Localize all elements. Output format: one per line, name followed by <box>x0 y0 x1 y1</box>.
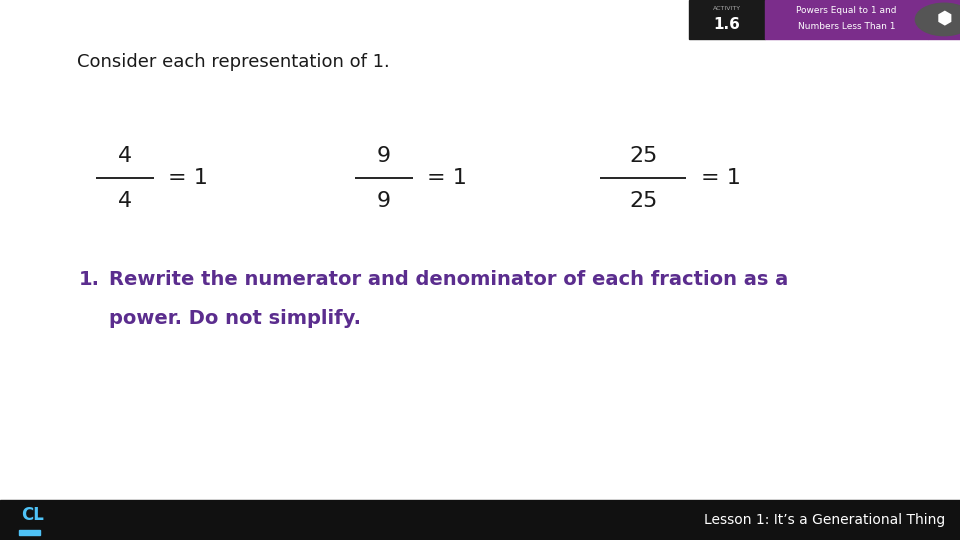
Text: Rewrite the numerator and denominator of each fraction as a: Rewrite the numerator and denominator of… <box>109 270 789 289</box>
Text: Numbers Less Than 1: Numbers Less Than 1 <box>798 22 896 31</box>
Text: CL: CL <box>21 506 44 524</box>
Text: Lesson 1: It’s a Generational Thing: Lesson 1: It’s a Generational Thing <box>705 513 946 526</box>
Text: 25: 25 <box>629 145 658 166</box>
Text: ACTIVITY: ACTIVITY <box>713 6 741 11</box>
Text: 9: 9 <box>377 145 391 166</box>
Text: power. Do not simplify.: power. Do not simplify. <box>109 309 361 328</box>
Text: 4: 4 <box>118 145 132 166</box>
Text: = 1: = 1 <box>427 168 468 188</box>
Circle shape <box>916 3 960 36</box>
Bar <box>689 0 765 39</box>
Text: 9: 9 <box>377 191 391 211</box>
Text: ⬢: ⬢ <box>936 10 952 29</box>
Text: 25: 25 <box>629 191 658 211</box>
Text: Consider each representation of 1.: Consider each representation of 1. <box>77 53 390 71</box>
Bar <box>0 500 960 540</box>
Bar <box>928 0 960 39</box>
Bar <box>765 0 928 39</box>
Text: 4: 4 <box>118 191 132 211</box>
Text: Powers Equal to 1 and: Powers Equal to 1 and <box>797 6 897 15</box>
Text: = 1: = 1 <box>701 168 741 188</box>
Text: = 1: = 1 <box>168 168 208 188</box>
Text: 1.6: 1.6 <box>714 17 740 32</box>
Text: 1.: 1. <box>79 270 100 289</box>
Bar <box>19 530 40 535</box>
